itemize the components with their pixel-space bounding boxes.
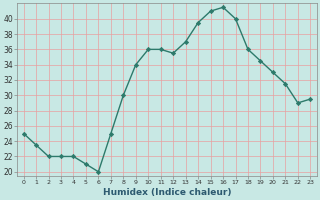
X-axis label: Humidex (Indice chaleur): Humidex (Indice chaleur) [103, 188, 231, 197]
